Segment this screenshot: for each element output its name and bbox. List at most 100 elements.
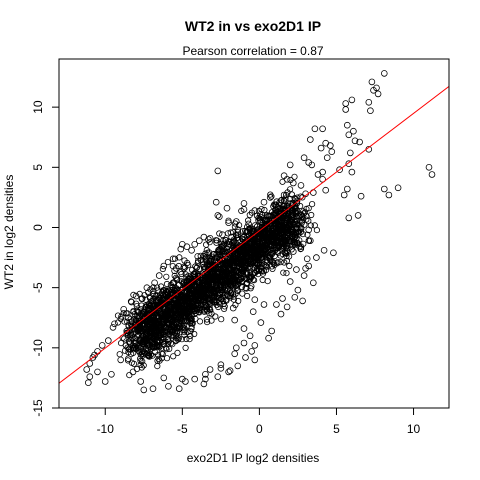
cloud-point [206, 294, 213, 301]
data-point [288, 217, 296, 224]
cloud-point [143, 346, 150, 353]
cloud-point [202, 302, 209, 309]
cloud-point [178, 336, 185, 343]
data-point [293, 209, 300, 217]
dense-point-cloud [114, 173, 320, 379]
data-point [354, 212, 362, 219]
data-point [291, 293, 299, 301]
cloud-point [245, 252, 252, 259]
cloud-point [197, 252, 204, 259]
data-point [234, 229, 242, 236]
cloud-point [296, 202, 304, 210]
cloud-point [247, 285, 254, 292]
cloud-point [263, 241, 271, 249]
cloud-point [279, 240, 287, 247]
cloud-point [213, 270, 220, 277]
data-point [160, 374, 168, 382]
cloud-point [133, 300, 140, 307]
data-point [231, 316, 239, 324]
cloud-point [247, 264, 254, 271]
cloud-point [176, 254, 183, 261]
data-point [249, 308, 257, 316]
cloud-point [279, 223, 287, 230]
cloud-point [157, 311, 164, 318]
cloud-point [206, 283, 213, 291]
cloud-point [271, 228, 279, 235]
cloud-point [219, 286, 227, 293]
cloud-point [123, 329, 130, 336]
data-point [299, 297, 306, 305]
data-point [129, 368, 137, 376]
y-axis-label: WT2 in log2 densities [2, 175, 16, 290]
data-point [283, 303, 291, 311]
cloud-point [137, 357, 144, 365]
cloud-point [288, 191, 295, 198]
data-point [132, 292, 140, 300]
cloud-point [218, 240, 225, 247]
cloud-point [234, 287, 241, 294]
cloud-point [220, 278, 227, 285]
cloud-point [149, 341, 156, 348]
cloud-point [150, 314, 157, 321]
cloud-point [193, 286, 200, 293]
data-point [351, 137, 359, 145]
cloud-point [149, 352, 156, 359]
data-point [105, 337, 112, 344]
data-point [348, 168, 356, 176]
cloud-point [188, 306, 195, 313]
data-point [246, 332, 254, 340]
data-point [216, 213, 223, 221]
data-point [286, 161, 294, 169]
data-point [98, 342, 106, 349]
data-point [226, 367, 234, 375]
cloud-point [229, 262, 236, 269]
cloud-point [228, 282, 235, 289]
cloud-point [118, 313, 125, 320]
cloud-point [180, 324, 187, 331]
cloud-point [267, 223, 274, 231]
data-point [257, 319, 265, 326]
cloud-point [121, 335, 128, 342]
cloud-point [280, 236, 287, 244]
cloud-point [233, 268, 240, 276]
cloud-point [163, 280, 171, 288]
cloud-point [288, 246, 295, 253]
cloud-point [236, 256, 243, 263]
data-point [143, 284, 151, 292]
cloud-point [133, 303, 140, 310]
data-point [155, 272, 163, 279]
data-point [300, 154, 308, 162]
cloud-point [227, 292, 234, 299]
cloud-point [194, 278, 201, 285]
data-point [202, 370, 209, 378]
cloud-point [273, 211, 280, 218]
cloud-point [218, 316, 225, 323]
data-point [137, 378, 145, 385]
data-point [206, 366, 214, 373]
cloud-point [232, 244, 240, 251]
cloud-point [210, 251, 217, 258]
cloud-point [287, 200, 294, 207]
y-axis: -15 -10 -5 0 5 10 [31, 100, 60, 417]
data-point [297, 243, 305, 251]
cloud-point [195, 257, 202, 264]
cloud-point [283, 269, 290, 277]
regression-line [59, 86, 449, 384]
cloud-point [173, 328, 180, 335]
data-point [345, 131, 353, 139]
cloud-point [224, 268, 231, 275]
x-tick-label: -10 [97, 422, 115, 436]
cloud-point [147, 351, 154, 358]
cloud-point [232, 290, 239, 297]
cloud-point [163, 329, 170, 337]
cloud-point [145, 333, 152, 340]
cloud-point [184, 259, 191, 267]
cloud-point [177, 304, 184, 312]
cloud-point [207, 307, 214, 314]
cloud-point [287, 195, 294, 202]
cloud-point [150, 284, 157, 291]
cloud-point [301, 209, 309, 216]
data-point [172, 265, 180, 272]
cloud-point [308, 211, 315, 219]
data-point [269, 224, 277, 231]
